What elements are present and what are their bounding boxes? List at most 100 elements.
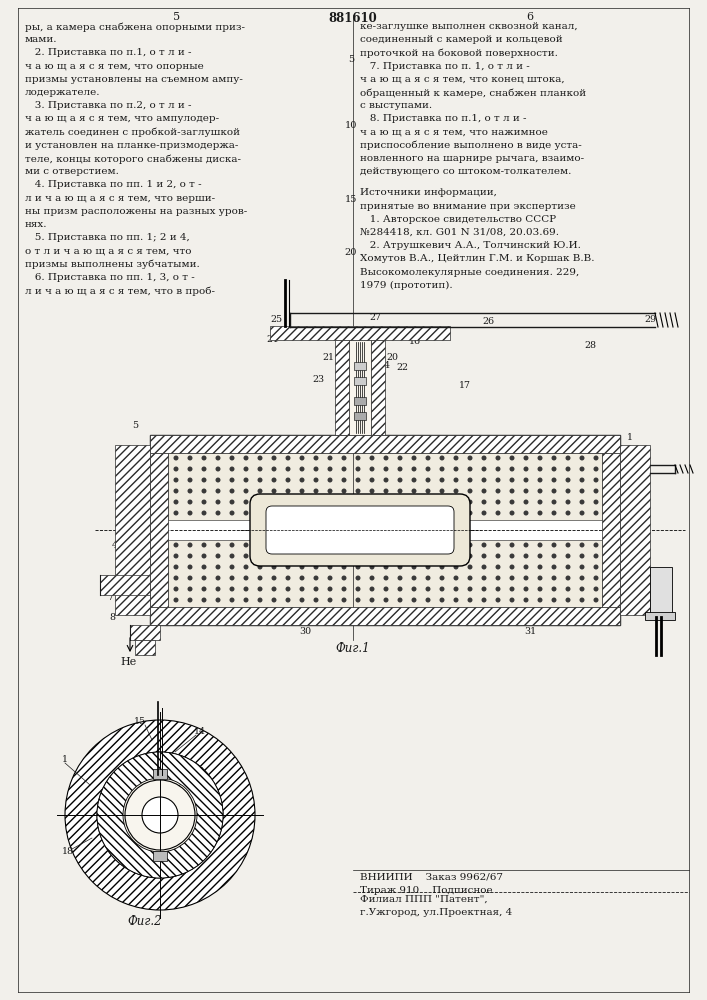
Bar xyxy=(150,607,620,625)
Circle shape xyxy=(523,576,529,580)
Circle shape xyxy=(243,478,248,483)
Circle shape xyxy=(173,576,178,580)
Circle shape xyxy=(313,554,318,558)
Circle shape xyxy=(313,542,318,548)
Circle shape xyxy=(257,456,262,460)
Circle shape xyxy=(411,542,416,548)
Circle shape xyxy=(467,510,472,516)
Circle shape xyxy=(187,542,192,548)
Bar xyxy=(650,567,672,617)
Circle shape xyxy=(341,478,346,483)
Circle shape xyxy=(300,542,305,548)
Text: 20: 20 xyxy=(386,354,398,362)
Circle shape xyxy=(187,576,192,580)
Bar xyxy=(354,412,366,420)
Circle shape xyxy=(230,478,235,483)
Text: Фиг.2: Фиг.2 xyxy=(128,915,163,928)
Bar xyxy=(135,640,155,655)
Circle shape xyxy=(453,510,459,516)
Circle shape xyxy=(370,576,375,580)
Text: мами.: мами. xyxy=(25,35,57,44)
Circle shape xyxy=(426,554,431,558)
Circle shape xyxy=(426,510,431,516)
Circle shape xyxy=(187,456,192,460)
Text: 6: 6 xyxy=(527,12,534,22)
Circle shape xyxy=(411,510,416,516)
Text: 15: 15 xyxy=(134,718,146,726)
Circle shape xyxy=(300,597,305,602)
Circle shape xyxy=(467,499,472,504)
Circle shape xyxy=(271,597,276,602)
Text: ч а ю щ а я с я тем, что опорные: ч а ю щ а я с я тем, что опорные xyxy=(25,62,204,71)
Wedge shape xyxy=(65,720,255,910)
Circle shape xyxy=(566,576,571,580)
Circle shape xyxy=(271,542,276,548)
Wedge shape xyxy=(97,752,223,878)
Circle shape xyxy=(467,554,472,558)
Text: 1: 1 xyxy=(62,756,68,764)
Text: жатель соединен с пробкой-заглушкой: жатель соединен с пробкой-заглушкой xyxy=(25,128,240,137)
Text: 1: 1 xyxy=(627,434,633,442)
Circle shape xyxy=(341,542,346,548)
Circle shape xyxy=(341,586,346,591)
Circle shape xyxy=(496,466,501,472)
Circle shape xyxy=(593,586,599,591)
Circle shape xyxy=(286,466,291,472)
Circle shape xyxy=(370,510,375,516)
Circle shape xyxy=(257,576,262,580)
Circle shape xyxy=(257,478,262,483)
Circle shape xyxy=(370,586,375,591)
Bar xyxy=(354,362,366,370)
Circle shape xyxy=(537,456,542,460)
Bar xyxy=(371,340,385,435)
Circle shape xyxy=(173,542,178,548)
Circle shape xyxy=(286,488,291,493)
Circle shape xyxy=(523,499,529,504)
Circle shape xyxy=(467,466,472,472)
Circle shape xyxy=(580,456,585,460)
Text: 24: 24 xyxy=(266,336,278,344)
Circle shape xyxy=(580,554,585,558)
Text: He: He xyxy=(120,657,136,667)
Circle shape xyxy=(383,488,389,493)
Text: 26: 26 xyxy=(482,318,494,326)
Text: о т л и ч а ю щ а я с я тем, что: о т л и ч а ю щ а я с я тем, что xyxy=(25,246,192,255)
Circle shape xyxy=(201,456,206,460)
Circle shape xyxy=(313,466,318,472)
Circle shape xyxy=(243,564,248,570)
Circle shape xyxy=(593,456,599,460)
Circle shape xyxy=(566,478,571,483)
Circle shape xyxy=(496,564,501,570)
Circle shape xyxy=(327,554,332,558)
Circle shape xyxy=(173,478,178,483)
Text: 2. Приставка по п.1, о т л и -: 2. Приставка по п.1, о т л и - xyxy=(25,48,192,57)
Circle shape xyxy=(496,499,501,504)
Circle shape xyxy=(216,586,221,591)
Circle shape xyxy=(201,488,206,493)
Text: 19: 19 xyxy=(344,351,356,360)
Circle shape xyxy=(537,478,542,483)
Text: ч а ю щ а я с я тем, что конец штока,: ч а ю щ а я с я тем, что конец штока, xyxy=(360,75,565,84)
Circle shape xyxy=(426,478,431,483)
Circle shape xyxy=(230,586,235,591)
Text: ке-заглушке выполнен сквозной канал,: ке-заглушке выполнен сквозной канал, xyxy=(360,22,578,31)
Circle shape xyxy=(230,499,235,504)
Circle shape xyxy=(356,542,361,548)
Circle shape xyxy=(593,466,599,472)
Circle shape xyxy=(300,510,305,516)
Circle shape xyxy=(453,499,459,504)
Bar xyxy=(354,397,366,405)
Circle shape xyxy=(440,456,445,460)
Circle shape xyxy=(397,499,402,504)
Circle shape xyxy=(216,456,221,460)
Circle shape xyxy=(216,564,221,570)
Circle shape xyxy=(216,488,221,493)
Bar xyxy=(270,326,450,340)
Circle shape xyxy=(286,586,291,591)
Circle shape xyxy=(383,586,389,591)
Circle shape xyxy=(327,586,332,591)
Circle shape xyxy=(313,510,318,516)
Circle shape xyxy=(523,554,529,558)
Circle shape xyxy=(257,542,262,548)
Circle shape xyxy=(551,597,556,602)
